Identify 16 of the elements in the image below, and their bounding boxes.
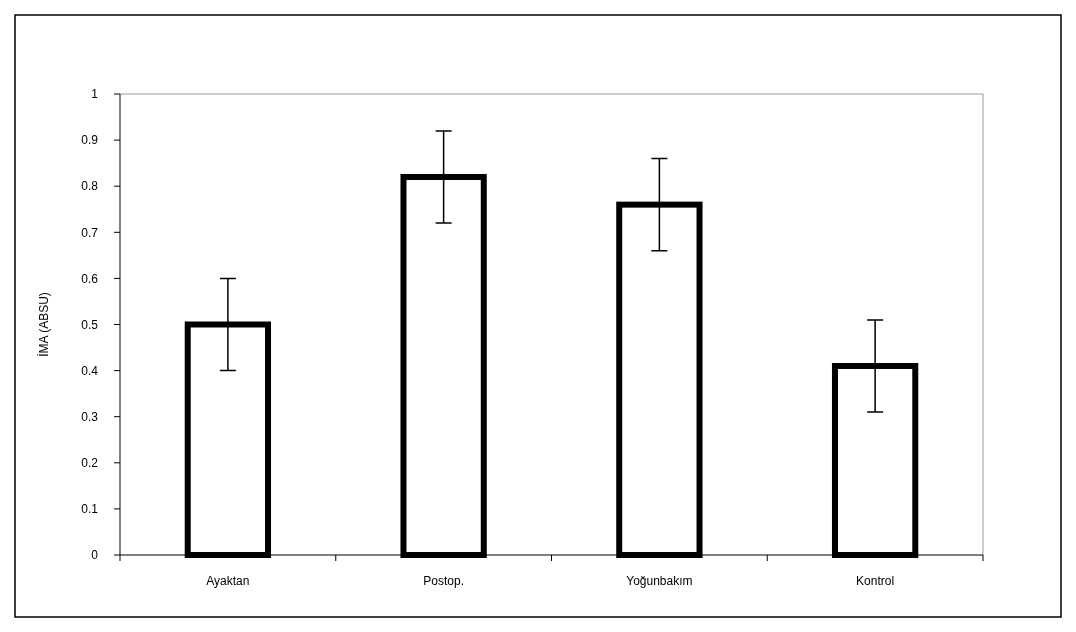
y-tick-label: 0.2 (81, 456, 99, 470)
y-tick-label: 0.4 (81, 363, 99, 378)
y-tick-label: 0.8 (81, 179, 99, 194)
y-tick-label: 0.5 (81, 317, 99, 332)
y-tick-label: 0.1 (81, 502, 99, 517)
y-tick-label: 1 (91, 87, 99, 102)
y-tick-label: 0.6 (81, 271, 99, 286)
y-tick-label: 0.9 (81, 133, 99, 148)
x-tick-label: Yoğunbakım (626, 574, 693, 588)
y-axis-title: İMA (ABSU) (37, 292, 51, 357)
y-tick-label: 0.7 (81, 225, 99, 240)
y-tick-label: 0 (91, 548, 99, 563)
x-tick-label: Kontrol (856, 574, 895, 588)
x-tick-label: Ayaktan (206, 574, 250, 588)
x-tick-label: Postop. (423, 574, 464, 588)
y-tick-label: 0.3 (81, 409, 99, 424)
